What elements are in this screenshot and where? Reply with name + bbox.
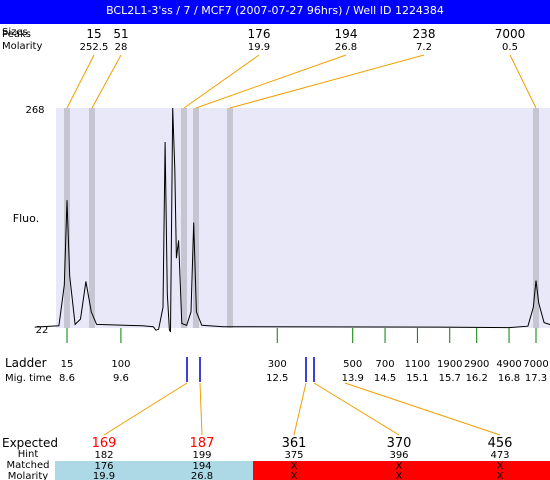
ladder-time-label: 12.5: [266, 373, 288, 384]
y-axis-label: Fluo.: [13, 212, 39, 225]
ladder-size-label: 4900: [496, 359, 521, 370]
ladder-size-label: 15: [61, 359, 74, 370]
expected-size-label: 456: [488, 436, 513, 451]
sizes-row-label: Sizes: [2, 27, 28, 38]
title-bar: BCL2L1-3'ss / 7 / MCF7 (2007-07-27 96hrs…: [0, 0, 550, 24]
chart-title: BCL2L1-3'ss / 7 / MCF7 (2007-07-27 96hrs…: [106, 4, 444, 17]
peak-band: [227, 108, 233, 328]
expected-size-label: 370: [387, 436, 412, 451]
matched-molarity-label: X: [396, 471, 403, 480]
expected-connector: [344, 382, 501, 436]
hint-size-label: 375: [284, 450, 303, 461]
matched-molarity-label: 26.8: [191, 471, 213, 480]
ladder-size-label: 300: [268, 359, 287, 370]
matched-size-label: X: [291, 461, 298, 472]
ladder-time-label: 13.9: [342, 373, 364, 384]
expected-row-label: Expected: [2, 436, 58, 450]
mig-time-label: Mig. time: [5, 373, 52, 384]
peak-molarity-label: 7.2: [416, 42, 432, 53]
peak-size-label: 15: [86, 27, 101, 41]
ladder-label: Ladder: [5, 356, 47, 370]
peak-size-label: 7000: [495, 27, 526, 41]
matched-size-label: X: [497, 461, 504, 472]
peak-band: [64, 108, 70, 328]
ladder-time-label: 15.1: [406, 373, 428, 384]
hint-size-label: 182: [94, 450, 113, 461]
ladder-time-label: 15.7: [439, 373, 461, 384]
peak-connector: [509, 54, 537, 109]
ladder-time-label: 16.2: [466, 373, 488, 384]
matched-molarity-label: 19.9: [93, 471, 115, 480]
peak-band: [193, 108, 199, 328]
matched-molarity-label: X: [291, 471, 298, 480]
ladder-size-label: 1100: [405, 359, 430, 370]
matched-size-label: X: [396, 461, 403, 472]
peak-size-label: 51: [113, 27, 128, 41]
peak-molarity-label: 252.5: [80, 42, 109, 53]
unmatched-band: [253, 461, 550, 480]
expected-connector: [293, 382, 307, 436]
peak-connector: [183, 54, 260, 109]
ladder-size-label: 7000: [523, 359, 548, 370]
peak-connector: [91, 54, 122, 109]
peak-band: [181, 108, 187, 328]
expected-size-label: 187: [190, 436, 215, 451]
peak-molarity-label: 26.8: [335, 42, 357, 53]
y-axis-max-label: 268: [25, 105, 44, 116]
ladder-size-label: 1900: [437, 359, 462, 370]
ladder-size-label: 2900: [464, 359, 489, 370]
peak-molarity-label: 28: [115, 42, 128, 53]
hint-row-label: Hint: [18, 449, 39, 460]
ladder-size-label: 500: [343, 359, 362, 370]
ladder-time-label: 8.6: [59, 373, 75, 384]
ladder-size-label: 700: [376, 359, 395, 370]
matched-size-label: 176: [94, 461, 113, 472]
peak-size-label: 238: [413, 27, 436, 41]
expected-size-label: 361: [282, 436, 307, 451]
expected-size-label: 169: [92, 436, 117, 451]
peak-band: [533, 108, 539, 328]
matched-size-label: 194: [192, 461, 211, 472]
fluorescence-trace: [34, 107, 550, 333]
hint-size-label: 199: [192, 450, 211, 461]
peak-connector: [66, 54, 95, 109]
peak-molarity-label: 0.5: [502, 42, 518, 53]
expected-connector: [313, 382, 400, 436]
ladder-time-label: 16.8: [498, 373, 520, 384]
matched-molarity-label: X: [497, 471, 504, 480]
hint-size-label: 396: [389, 450, 408, 461]
peak-connector: [195, 54, 347, 109]
matched-row-label: Matched: [6, 460, 49, 471]
plot-area: [56, 108, 550, 328]
matched-band: [55, 461, 253, 480]
ladder-size-label: 100: [111, 359, 130, 370]
ladder-time-label: 17.3: [525, 373, 547, 384]
peak-band: [89, 108, 95, 328]
molarity-row-label: Molarity: [2, 41, 42, 52]
ladder-time-label: 14.5: [374, 373, 396, 384]
peak-size-label: 194: [335, 27, 358, 41]
peak-connector: [229, 54, 425, 109]
expected-connector: [199, 382, 203, 436]
y-axis-min-label: 22: [36, 325, 49, 336]
hint-size-label: 473: [490, 450, 509, 461]
peak-molarity-label: 19.9: [248, 42, 270, 53]
expected-connector: [103, 382, 188, 436]
peaks-row-label: Peaks: [2, 29, 31, 40]
peak-size-label: 176: [248, 27, 271, 41]
molarity-bottom-row-label: Molarity: [8, 471, 48, 480]
ladder-time-label: 9.6: [113, 373, 129, 384]
